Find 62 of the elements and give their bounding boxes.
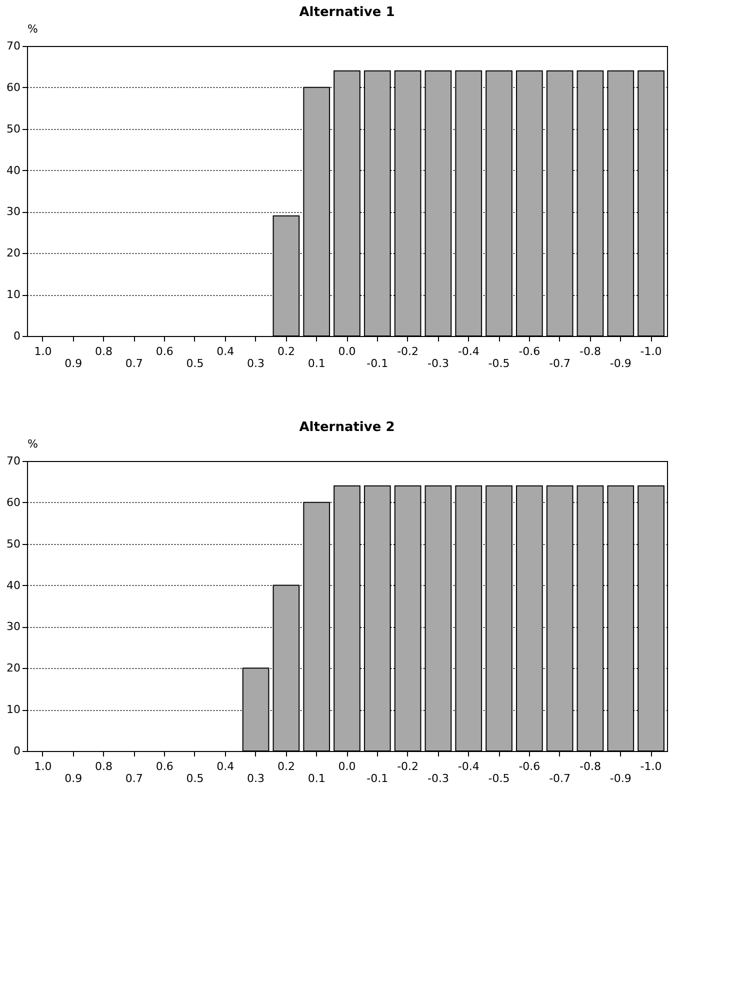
x-tick-label: 0.8 [95, 760, 113, 773]
x-tick-label: 0.2 [277, 345, 295, 358]
x-tick-label: -0.8 [579, 345, 601, 358]
y-tick-label: 30 [6, 620, 20, 634]
x-tick-label: 0.4 [216, 345, 234, 358]
x-tick-label: 1.0 [34, 760, 52, 773]
y-tick-label: 10 [6, 288, 20, 302]
y-tick-label: 50 [6, 122, 20, 136]
y-tick-label: 30 [6, 205, 20, 218]
y-tick-label: 20 [6, 662, 20, 675]
x-tick-label: -0.7 [549, 357, 571, 370]
x-tick-label: -1.0 [640, 345, 662, 358]
x-tick-label: 0.0 [338, 345, 356, 358]
x-tick-label: 0.2 [277, 760, 295, 773]
x-tick-label: -0.4 [458, 345, 480, 358]
x-tick-label: -0.5 [488, 772, 510, 785]
x-tick-label: 0.4 [216, 760, 234, 773]
x-tick-label: -0.6 [518, 760, 540, 773]
x-tick-label: -0.9 [610, 772, 632, 785]
x-tick-label: 0.9 [64, 772, 82, 785]
x-tick-label: 0.8 [95, 345, 113, 358]
x-tick-label: -1.0 [640, 760, 662, 773]
y-tick-label: 0 [14, 744, 20, 758]
x-tick-label: -0.5 [488, 357, 510, 370]
x-tick-label: -0.6 [518, 345, 540, 358]
y-tick-label: 60 [6, 80, 20, 94]
chart-title: Alternative 2 [299, 420, 395, 435]
x-tick-label: 0.6 [156, 345, 174, 358]
x-tick-label: 0.3 [247, 772, 265, 785]
y-tick-label: 50 [6, 537, 20, 550]
x-tick-label: 0.0 [338, 760, 356, 773]
x-tick-label: 0.9 [64, 357, 82, 370]
y-tick-label: 20 [6, 246, 20, 260]
x-tick-label: 0.5 [186, 357, 204, 370]
x-tick-label: -0.4 [458, 760, 480, 773]
y-axis-title: % [28, 22, 38, 36]
x-tick-label: -0.9 [610, 357, 632, 370]
x-tick-label: 0.1 [308, 357, 326, 370]
x-tick-label: 0.1 [308, 772, 326, 785]
x-tick-label: -0.7 [549, 772, 571, 785]
x-tick-label: -0.3 [427, 357, 449, 370]
chart-title: Alternative 1 [299, 5, 395, 20]
x-tick-label: 0.7 [125, 772, 143, 785]
x-tick-label: 0.6 [156, 760, 174, 773]
y-tick-label: 60 [6, 496, 20, 509]
x-tick-label: 0.5 [186, 772, 204, 785]
x-tick-label: -0.2 [397, 345, 419, 358]
x-tick-label: 0.7 [125, 357, 143, 370]
y-tick-label: 70 [6, 40, 20, 52]
y-axis-title: % [28, 438, 38, 450]
x-tick-label: 1.0 [34, 345, 52, 358]
x-tick-label: -0.2 [397, 760, 419, 773]
y-tick-label: 70 [6, 454, 20, 468]
y-tick-label: 40 [6, 164, 20, 177]
x-tick-label: -0.1 [366, 357, 388, 370]
y-tick-label: 10 [6, 703, 20, 716]
x-tick-label: 0.3 [247, 357, 265, 370]
y-tick-label: 0 [14, 330, 20, 342]
x-tick-label: -0.8 [579, 760, 601, 773]
x-tick-label: -0.1 [366, 772, 388, 785]
x-tick-label: -0.3 [427, 772, 449, 785]
y-tick-label: 40 [6, 578, 20, 592]
